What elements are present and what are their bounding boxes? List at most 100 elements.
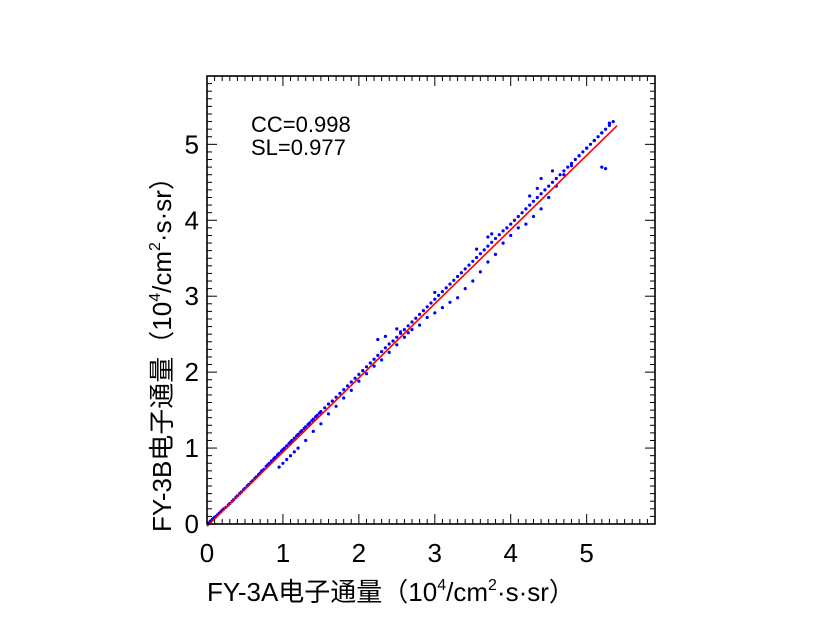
data-point [345, 384, 350, 388]
data-point [509, 222, 513, 226]
data-point [338, 391, 342, 395]
data-point [547, 184, 551, 188]
data-point [543, 188, 547, 192]
data-point [433, 297, 437, 301]
data-point [490, 240, 494, 244]
data-point [368, 361, 372, 365]
x-axis-label-main: FY-3A电子通量（10 [207, 577, 437, 607]
data-point [577, 154, 581, 158]
data-point [486, 244, 490, 248]
data-point [490, 232, 494, 236]
data-point [482, 248, 486, 252]
annotation-sl: SL=0.977 [251, 135, 346, 160]
data-point [607, 121, 612, 125]
data-point [357, 372, 361, 376]
y-tick-label: 1 [185, 433, 199, 463]
data-point [493, 236, 498, 241]
data-point [539, 176, 543, 181]
data-point [486, 235, 490, 239]
y-tick-label: 2 [185, 357, 199, 387]
data-point [376, 353, 380, 357]
data-point [463, 287, 467, 291]
data-point [406, 324, 410, 328]
data-point [342, 396, 346, 400]
data-point [395, 335, 399, 339]
data-point [387, 350, 391, 354]
data-point [463, 267, 467, 271]
data-point [550, 180, 555, 184]
data-point [292, 450, 296, 454]
data-point [296, 432, 300, 436]
data-point [292, 436, 296, 440]
data-point [581, 150, 585, 154]
data-point [558, 173, 562, 177]
data-point [349, 380, 353, 384]
data-point [414, 316, 418, 320]
data-point [569, 161, 574, 165]
data-point [399, 330, 403, 334]
x-tick-label: 0 [200, 538, 214, 568]
data-point [486, 260, 490, 264]
data-point [531, 199, 536, 203]
x-tick-label: 2 [352, 538, 366, 568]
data-point [478, 252, 482, 256]
data-point [524, 207, 528, 211]
data-point [467, 263, 471, 267]
data-point [539, 192, 543, 196]
y-axis-label-end: ·s·sr） [147, 164, 177, 242]
data-point [505, 226, 509, 230]
data-point [311, 417, 315, 421]
data-point [304, 425, 308, 429]
plot-frame [206, 75, 656, 525]
data-point [380, 350, 384, 354]
data-point [501, 241, 505, 245]
points-layer [206, 120, 615, 525]
data-point [372, 364, 376, 368]
data-point [330, 399, 334, 403]
data-point [531, 214, 536, 219]
x-axis-label-sup1: 4 [437, 577, 446, 594]
data-point [402, 335, 406, 339]
data-point [550, 169, 555, 173]
data-point [383, 334, 387, 338]
data-point [440, 290, 444, 294]
x-axis-label-end: ·s·sr） [497, 577, 575, 607]
data-point [516, 226, 520, 230]
data-point [440, 306, 444, 310]
x-axis-label-sup2: 2 [488, 577, 497, 594]
data-point [456, 274, 460, 279]
data-point [288, 454, 293, 458]
data-point [588, 142, 593, 146]
data-point [326, 412, 331, 416]
y-tick-label: 0 [185, 509, 199, 539]
data-point [406, 331, 410, 335]
data-point [300, 429, 304, 433]
y-axis-label-sup1: 4 [147, 293, 164, 302]
data-point [604, 167, 608, 171]
data-point [592, 138, 596, 143]
data-point [535, 186, 539, 190]
data-point [326, 402, 331, 406]
data-point [387, 342, 391, 346]
data-point [296, 446, 300, 450]
x-axis-label-mid: /cm [446, 577, 488, 607]
data-point [493, 252, 498, 256]
data-point [402, 328, 406, 332]
data-point [349, 388, 353, 392]
data-point [512, 218, 517, 222]
data-point [285, 457, 289, 462]
data-point [433, 311, 437, 315]
data-point [585, 146, 589, 150]
data-point [319, 422, 323, 426]
data-point [520, 211, 524, 215]
data-point [573, 157, 577, 162]
x-tick-label: 1 [276, 538, 290, 568]
data-point [471, 259, 475, 263]
data-point [569, 164, 574, 168]
data-point [600, 131, 604, 135]
data-point [304, 438, 308, 443]
x-tick-label: 5 [579, 538, 593, 568]
data-point [607, 123, 612, 127]
data-point [380, 358, 384, 362]
